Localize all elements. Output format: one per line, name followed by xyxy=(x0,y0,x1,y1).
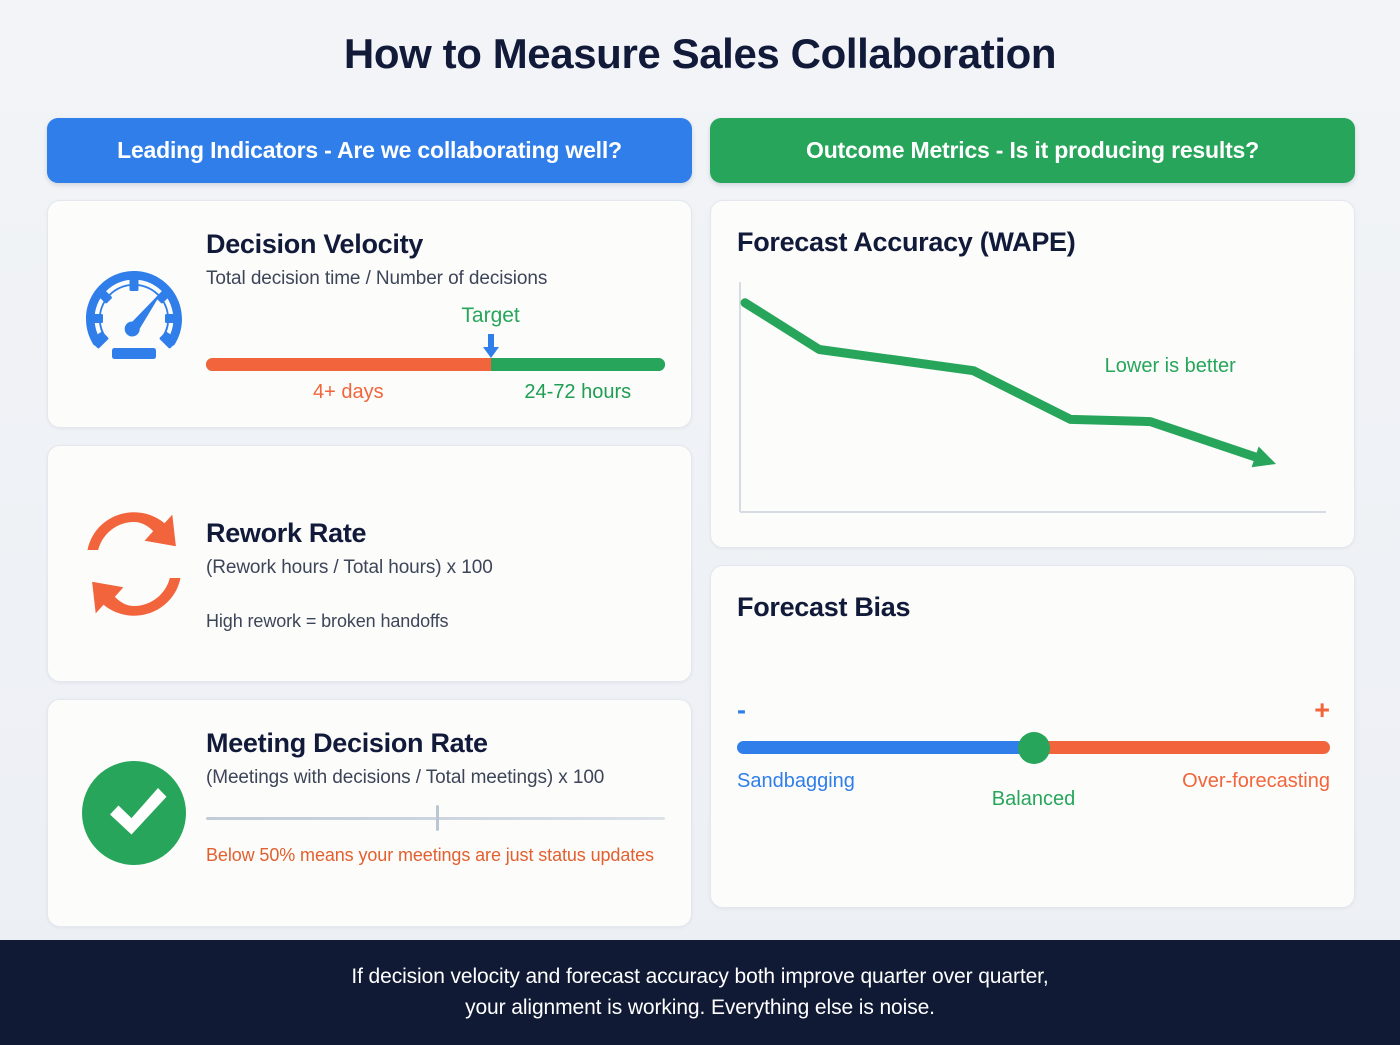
leading-indicators-header: Leading Indicators - Are we collaboratin… xyxy=(47,118,692,183)
bias-label-sandbagging: Sandbagging xyxy=(737,770,855,792)
refresh-cycle-icon xyxy=(70,468,198,659)
check-circle-icon xyxy=(70,722,198,904)
bias-track-negative xyxy=(737,741,1034,754)
leading-indicators-header-label: Leading Indicators - Are we collaboratin… xyxy=(117,137,622,163)
bar-label-good: 24-72 hours xyxy=(524,381,632,403)
rework-rate-title: Rework Rate xyxy=(206,518,367,548)
footer-line-2: your alignment is working. Everything el… xyxy=(465,995,935,1019)
rework-rate-body: Rework Rate (Rework hours / Total hours)… xyxy=(198,468,665,659)
rework-rate-note: High rework = broken handoffs xyxy=(206,611,449,631)
bias-track-positive xyxy=(1033,741,1330,754)
forecast-bias-scale: - + Sandbagging Balanced Over-forecastin… xyxy=(737,695,1330,831)
bias-plus-sign: + xyxy=(1314,695,1330,725)
bias-track[interactable] xyxy=(737,731,1330,764)
bias-label-row: Sandbagging Balanced Over-forecasting xyxy=(737,770,1330,830)
bias-minus-sign: - xyxy=(737,695,746,725)
page-title: How to Measure Sales Collaboration xyxy=(343,30,1057,77)
outcome-metrics-header: Outcome Metrics - Is it producing result… xyxy=(710,118,1355,183)
outcome-metrics-column: Outcome Metrics - Is it producing result… xyxy=(710,118,1355,908)
meeting-rate-tick xyxy=(435,805,439,831)
card-meeting-decision-rate: Meeting Decision Rate (Meetings with dec… xyxy=(47,699,692,927)
meeting-decision-rate-warning: Below 50% means your meetings are just s… xyxy=(206,845,654,865)
card-forecast-bias: Forecast Bias - + Sandbagging Balanced O… xyxy=(710,565,1355,908)
outcome-metrics-header-label: Outcome Metrics - Is it producing result… xyxy=(806,137,1259,163)
down-arrow-icon xyxy=(482,334,499,358)
rework-rate-formula: (Rework hours / Total hours) x 100 xyxy=(206,557,493,578)
forecast-accuracy-chart: Lower is better xyxy=(737,280,1330,530)
meeting-rate-slider[interactable] xyxy=(206,805,665,831)
card-forecast-accuracy: Forecast Accuracy (WAPE) Lower is better xyxy=(710,200,1355,548)
target-marker: Target xyxy=(206,304,665,358)
footer-text: If decision velocity and forecast accura… xyxy=(351,962,1048,1023)
forecast-bias-title: Forecast Bias xyxy=(737,592,911,622)
meeting-decision-rate-formula: (Meetings with decisions / Total meeting… xyxy=(206,767,605,788)
card-rework-rate: Rework Rate (Rework hours / Total hours)… xyxy=(47,445,692,682)
footer-line-1: If decision velocity and forecast accura… xyxy=(351,965,1049,989)
target-label: Target xyxy=(461,304,520,327)
bar-label-bad: 4+ days xyxy=(312,381,384,403)
speedometer-icon xyxy=(70,223,198,405)
card-decision-velocity: Decision Velocity Total decision time / … xyxy=(47,200,692,428)
bias-knob[interactable] xyxy=(1017,731,1050,764)
forecast-accuracy-title: Forecast Accuracy (WAPE) xyxy=(737,227,1076,257)
bias-label-over-forecasting: Over-forecasting xyxy=(1182,770,1330,792)
bar-segment-good xyxy=(490,358,665,371)
footer-banner: If decision velocity and forecast accura… xyxy=(0,940,1400,1045)
decision-velocity-bar xyxy=(206,358,665,371)
bar-segment-bad xyxy=(206,358,491,371)
decision-velocity-body: Decision Velocity Total decision time / … xyxy=(198,223,665,405)
decision-velocity-title: Decision Velocity xyxy=(206,229,423,259)
leading-indicators-column: Leading Indicators - Are we collaboratin… xyxy=(47,118,692,927)
meeting-decision-rate-title: Meeting Decision Rate xyxy=(206,728,488,758)
bias-label-balanced: Balanced xyxy=(991,788,1076,810)
meeting-decision-rate-body: Meeting Decision Rate (Meetings with dec… xyxy=(198,722,665,904)
decision-velocity-bar-legend: 4+ days 24-72 hours xyxy=(206,381,665,404)
bias-sign-row: - + xyxy=(737,695,1330,729)
chart-annotation: Lower is better xyxy=(1104,355,1236,377)
decision-velocity-formula: Total decision time / Number of decision… xyxy=(206,268,548,289)
